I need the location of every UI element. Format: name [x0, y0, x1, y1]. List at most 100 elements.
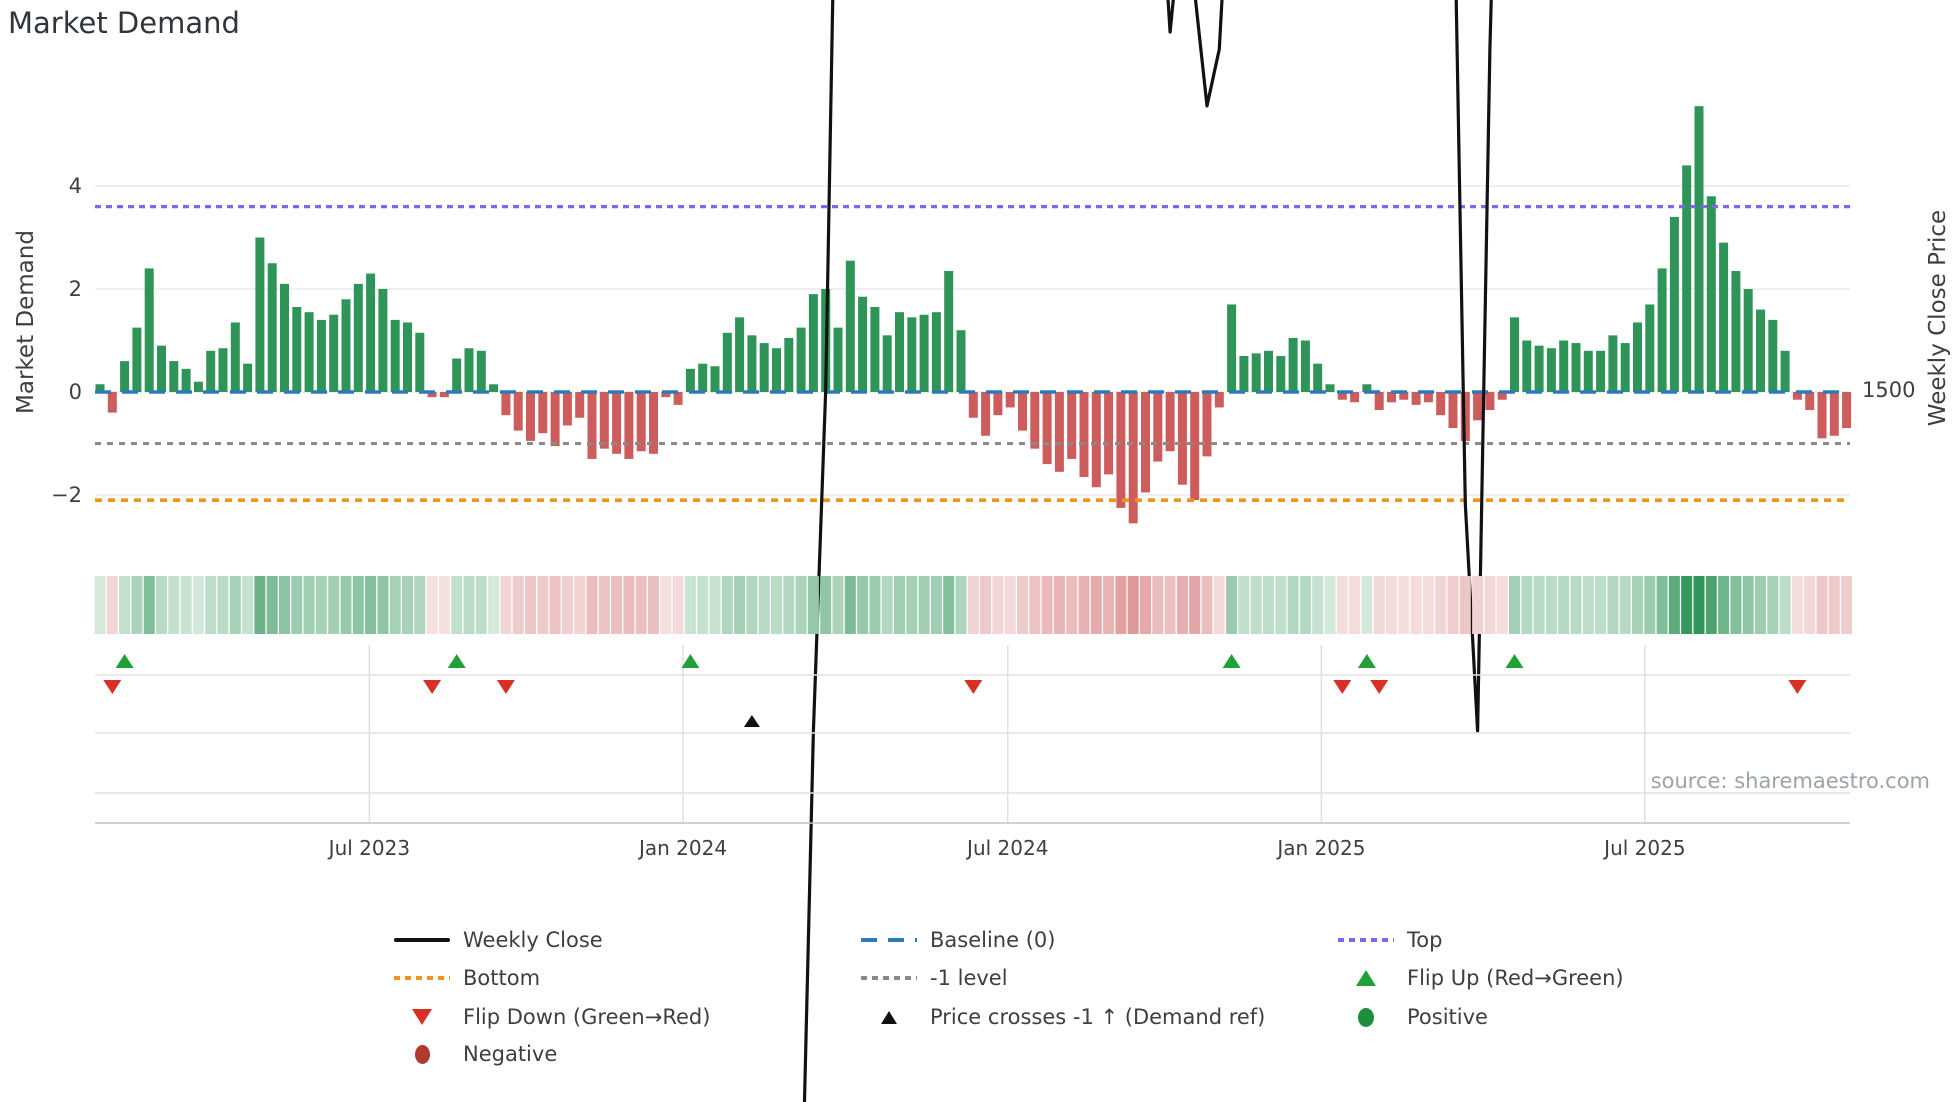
heatmap-cell — [1189, 576, 1201, 634]
x-axis-tick: Jan 2025 — [1277, 836, 1366, 860]
bottom-line-swatch — [394, 976, 450, 980]
demand-bar — [1239, 355, 1249, 392]
demand-bar — [956, 330, 966, 392]
flip-down-marker — [1333, 680, 1352, 694]
heatmap-cell — [635, 576, 647, 634]
legend-label: Weekly Close — [463, 928, 603, 952]
heatmap-cell — [402, 576, 413, 634]
demand-bar — [931, 312, 941, 392]
heatmap-cell — [1472, 576, 1484, 634]
heatmap-cell — [709, 576, 721, 634]
left-axis-tick: −2 — [51, 483, 82, 507]
heatmap-cell — [672, 576, 684, 634]
demand-bar — [1337, 392, 1347, 400]
demand-bar — [378, 289, 388, 392]
demand-bar — [1608, 335, 1618, 392]
flip-up-marker — [1357, 654, 1376, 668]
demand-bar — [1387, 392, 1396, 403]
heatmap-cell — [475, 576, 487, 634]
legend-label: Negative — [463, 1042, 558, 1066]
demand-bar — [341, 299, 351, 392]
demand-bar — [280, 283, 289, 392]
heatmap-cell — [1386, 576, 1397, 634]
demand-bar — [95, 384, 105, 392]
heatmap-cell — [131, 576, 143, 634]
heatmap-cell — [1718, 576, 1730, 634]
heatmap-cell — [1004, 576, 1016, 634]
heatmap-cell — [1681, 576, 1693, 634]
x-axis-tick: Jul 2025 — [1604, 836, 1686, 860]
demand-bar — [1177, 392, 1187, 485]
heatmap-cell — [574, 576, 586, 634]
demand-bar — [1780, 350, 1790, 392]
demand-bar — [747, 335, 757, 392]
demand-bar — [1731, 270, 1741, 392]
heatmap-cell — [1730, 576, 1742, 634]
demand-bar — [1559, 340, 1569, 392]
demand-bar — [1091, 392, 1101, 488]
demand-bar — [193, 381, 203, 392]
heatmap-cell — [1373, 576, 1385, 634]
demand-bar — [1485, 392, 1495, 411]
heatmap-cell — [1607, 576, 1619, 634]
legend-label: Top — [1407, 928, 1443, 952]
demand-bar — [157, 345, 166, 392]
demand-bar — [267, 263, 277, 392]
demand-bar — [206, 350, 216, 392]
demand-bar — [1682, 165, 1692, 392]
heatmap-cell — [1435, 576, 1447, 634]
heatmap-cell — [1693, 576, 1705, 634]
flip-up-marker — [681, 654, 700, 668]
heatmap-cell — [1213, 576, 1225, 634]
demand-bar — [255, 237, 265, 392]
heatmap-cell — [955, 576, 967, 634]
heatmap-cell — [1496, 576, 1508, 634]
legend-item: Negative — [394, 1042, 557, 1066]
demand-bar — [1202, 392, 1212, 457]
heatmap-cell — [1570, 576, 1582, 634]
minus-one-swatch — [861, 976, 917, 980]
heatmap-cell — [623, 576, 635, 634]
heatmap-cell — [1521, 576, 1533, 634]
demand-bar — [132, 327, 142, 392]
demand-bar — [1805, 392, 1815, 411]
heatmap-cell — [438, 576, 450, 634]
demand-bar — [390, 319, 400, 392]
demand-bar — [550, 392, 560, 447]
demand-bar — [784, 337, 794, 392]
demand-bar — [292, 307, 302, 392]
left-axis-tick: 4 — [68, 174, 82, 198]
heatmap-cell — [1828, 576, 1840, 634]
demand-bar — [772, 348, 781, 392]
heatmap-cell — [1238, 576, 1250, 634]
heatmap-cell — [1644, 576, 1656, 634]
heatmap-cell — [1312, 576, 1324, 634]
legend-label: Flip Up (Red→Green) — [1407, 966, 1624, 990]
demand-bar — [1546, 348, 1556, 392]
heatmap-cell — [1459, 576, 1471, 634]
demand-bar — [1423, 392, 1433, 403]
demand-bar — [1633, 322, 1642, 392]
demand-bar — [1583, 350, 1593, 392]
demand-bar — [833, 327, 843, 392]
heatmap-cell — [328, 576, 340, 634]
heatmap-cell — [832, 576, 844, 634]
demand-bar — [981, 392, 991, 436]
heatmap-cell — [426, 576, 438, 634]
heatmap-cell — [168, 576, 180, 634]
heatmap-cell — [291, 576, 303, 634]
demand-bar — [722, 332, 732, 392]
demand-bar — [243, 363, 253, 392]
legend-item: -1 level — [861, 966, 1008, 990]
demand-bar — [366, 273, 376, 392]
heatmap-cell — [881, 576, 893, 634]
heatmap-cell — [254, 576, 266, 634]
heatmap-cell — [1275, 576, 1287, 634]
demand-bar — [993, 392, 1003, 416]
demand-bar — [1669, 216, 1679, 392]
demand-bar — [452, 358, 462, 392]
heatmap-cell — [1841, 576, 1853, 634]
demand-bar — [1842, 392, 1852, 429]
demand-bar — [1276, 355, 1286, 392]
heatmap-cell — [660, 576, 672, 634]
